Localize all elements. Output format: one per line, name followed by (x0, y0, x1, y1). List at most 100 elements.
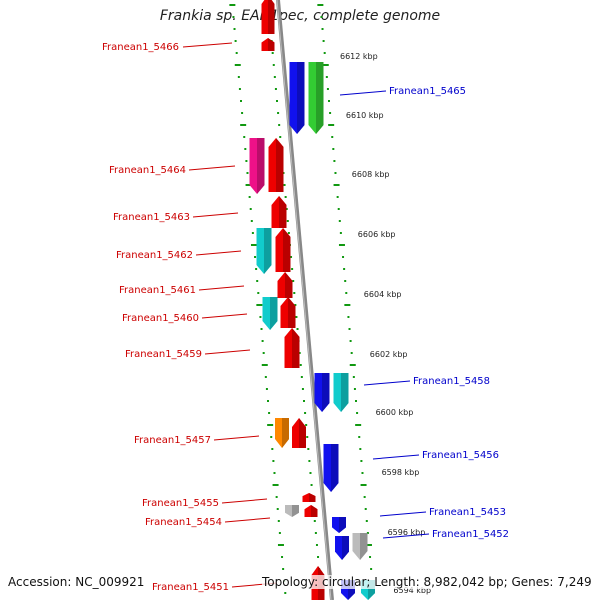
kbp-tick-label: 6598 kbp (382, 468, 420, 477)
tick-mark (359, 448, 362, 450)
tick-mark (281, 556, 284, 558)
tick-mark (259, 316, 262, 318)
tick-mark (314, 532, 317, 534)
gene-arrow (284, 328, 300, 368)
gene-label: Franean1_5453 (429, 507, 506, 518)
tick-mark (267, 424, 274, 426)
tick-mark (370, 568, 373, 570)
gene-arrow (332, 517, 346, 533)
tick-mark (301, 388, 304, 390)
tick-mark (336, 196, 339, 198)
tick-mark (369, 556, 372, 558)
gene-arrow (323, 444, 339, 492)
tick-mark (272, 460, 275, 462)
kbp-tick-label: 6612 kbp (340, 52, 378, 61)
tick-mark (329, 112, 332, 114)
gene-label: Franean1_5465 (389, 86, 466, 97)
tick-mark (237, 76, 240, 78)
gene-arrow (275, 228, 291, 272)
tick-mark (257, 292, 260, 294)
gene-arrow (335, 536, 349, 560)
tick-mark (363, 496, 366, 498)
tick-mark (360, 484, 367, 486)
gene-arrow (256, 228, 272, 274)
tick-mark (345, 292, 348, 294)
gene-leader-line (372, 454, 420, 460)
gene-arrow (261, 38, 275, 51)
tick-mark (322, 40, 325, 42)
tick-mark (307, 448, 310, 450)
gene-arrow (302, 493, 316, 502)
gene-leader-line (363, 380, 411, 386)
gene-leader-line (382, 533, 430, 539)
gene-label: Franean1_5466 (102, 42, 179, 53)
gene-labels: 6612 kbp 6610 kbp 6608 kbp 6606 kbp 6604 kbp… (102, 42, 509, 595)
gene-arrow (289, 62, 305, 134)
tick-mark (293, 292, 296, 294)
tick-mark (339, 232, 342, 234)
tick-mark (313, 520, 316, 522)
gene-arrow (271, 196, 287, 228)
genome-backbone-highlight (276, 0, 332, 600)
tick-mark (328, 124, 335, 126)
tick-mark (342, 256, 345, 258)
tick-mark (322, 64, 329, 66)
tick-mark (261, 364, 268, 366)
tick-mark (285, 208, 288, 210)
gene-label: Franean1_5452 (432, 529, 509, 540)
tick-mark (321, 28, 324, 30)
kbp-tick-label: 6610 kbp (346, 111, 384, 120)
tick-mark (234, 40, 237, 42)
tick-mark (298, 352, 301, 354)
tick-mark (275, 496, 278, 498)
tick-mark (265, 388, 268, 390)
tick-mark (232, 16, 235, 18)
tick-mark (282, 568, 285, 570)
gene-label: Franean1_5460 (122, 313, 199, 324)
kbp-tick-label: 6604 kbp (364, 290, 402, 299)
tick-mark (291, 268, 294, 270)
tick-mark (241, 112, 244, 114)
tick-mark (355, 400, 357, 402)
tick-mark (353, 388, 356, 390)
tick-mark (278, 532, 281, 534)
tick-mark (264, 376, 267, 378)
tick-mark (261, 340, 264, 342)
tick-mark (347, 316, 350, 318)
tick-mark (337, 208, 340, 210)
tick-mark (365, 544, 372, 546)
tick-mark (349, 364, 356, 366)
tick-mark (284, 196, 287, 198)
tick-mark (262, 352, 265, 354)
tick-mark (284, 592, 287, 594)
tick-mark (243, 136, 246, 138)
tick-mark (299, 364, 302, 366)
gene-label: Franean1_5454 (145, 517, 222, 528)
tick-mark (356, 412, 359, 414)
gene-arrow (249, 138, 265, 194)
genome-title: Frankia sp. EAN1pec, complete genome (159, 8, 441, 24)
gene-leader-line (195, 250, 242, 256)
tick-mark (240, 100, 242, 102)
tick-mark (250, 220, 253, 222)
gene-label: Franean1_5451 (152, 582, 229, 593)
tick-mark (328, 100, 330, 102)
tick-mark (344, 280, 347, 282)
gene-leader-line (201, 313, 248, 319)
tick-mark (338, 220, 341, 222)
tick-mark (270, 436, 273, 438)
tick-mark (229, 4, 236, 6)
kbp-tick-label: 6602 kbp (370, 350, 408, 359)
gene-arrow (292, 418, 306, 448)
tick-mark (305, 424, 308, 426)
gene-arrow (285, 505, 299, 517)
tick-mark (308, 460, 311, 462)
tick-mark (286, 220, 289, 222)
tick-mark (271, 52, 274, 54)
gene-arrow (275, 418, 289, 448)
tick-mark (274, 88, 277, 90)
tick-mark (333, 184, 340, 186)
tick-mark (325, 76, 328, 78)
tick-mark (277, 112, 280, 114)
tick-mark (366, 532, 369, 534)
